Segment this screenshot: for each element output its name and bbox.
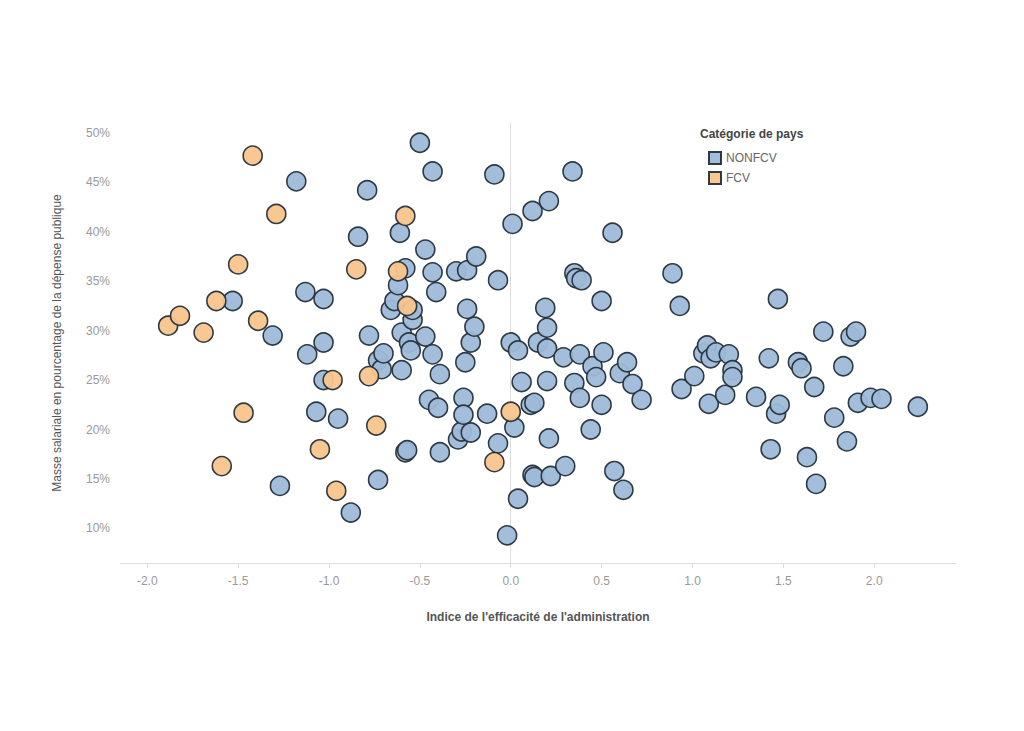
svg-text:Indice de l'efficacité de l'ad: Indice de l'efficacité de l'administrati…	[426, 610, 649, 624]
svg-text:-1.5: -1.5	[228, 574, 249, 588]
svg-text:10%: 10%	[86, 521, 110, 535]
svg-text:0.5: 0.5	[593, 574, 610, 588]
svg-text:30%: 30%	[86, 324, 110, 338]
svg-text:1.5: 1.5	[775, 574, 792, 588]
svg-text:20%: 20%	[86, 423, 110, 437]
svg-text:35%: 35%	[86, 274, 110, 288]
svg-text:45%: 45%	[86, 175, 110, 189]
svg-text:25%: 25%	[86, 373, 110, 387]
svg-text:0.0: 0.0	[502, 574, 519, 588]
svg-text:-2.0: -2.0	[137, 574, 158, 588]
svg-text:-1.0: -1.0	[319, 574, 340, 588]
svg-text:15%: 15%	[86, 472, 110, 486]
svg-text:50%: 50%	[86, 126, 110, 140]
svg-text:40%: 40%	[86, 225, 110, 239]
svg-text:-0.5: -0.5	[410, 574, 431, 588]
svg-text:1.0: 1.0	[684, 574, 701, 588]
svg-text:Masse salariale en pourcentage: Masse salariale en pourcentage de la dép…	[50, 194, 64, 492]
svg-text:FCV: FCV	[726, 171, 750, 185]
svg-text:NONFCV: NONFCV	[726, 151, 777, 165]
svg-text:2.0: 2.0	[866, 574, 883, 588]
svg-text:Catégorie de pays: Catégorie de pays	[700, 127, 804, 141]
